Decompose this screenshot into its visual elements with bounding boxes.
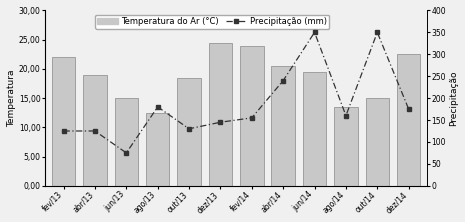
- Bar: [177, 78, 201, 186]
- Bar: [365, 98, 389, 186]
- Bar: [272, 66, 295, 186]
- Bar: [303, 72, 326, 186]
- Bar: [397, 54, 420, 186]
- Bar: [114, 98, 138, 186]
- Bar: [209, 43, 232, 186]
- Y-axis label: Precipitação: Precipitação: [449, 70, 458, 126]
- Bar: [146, 113, 169, 186]
- Bar: [334, 107, 358, 186]
- Bar: [240, 46, 264, 186]
- Y-axis label: Temperatura: Temperatura: [7, 69, 16, 127]
- Bar: [52, 57, 75, 186]
- Bar: [83, 75, 107, 186]
- Legend: Temperatura do Ar (°C), Precipitação (mm): Temperatura do Ar (°C), Precipitação (mm…: [95, 15, 330, 29]
